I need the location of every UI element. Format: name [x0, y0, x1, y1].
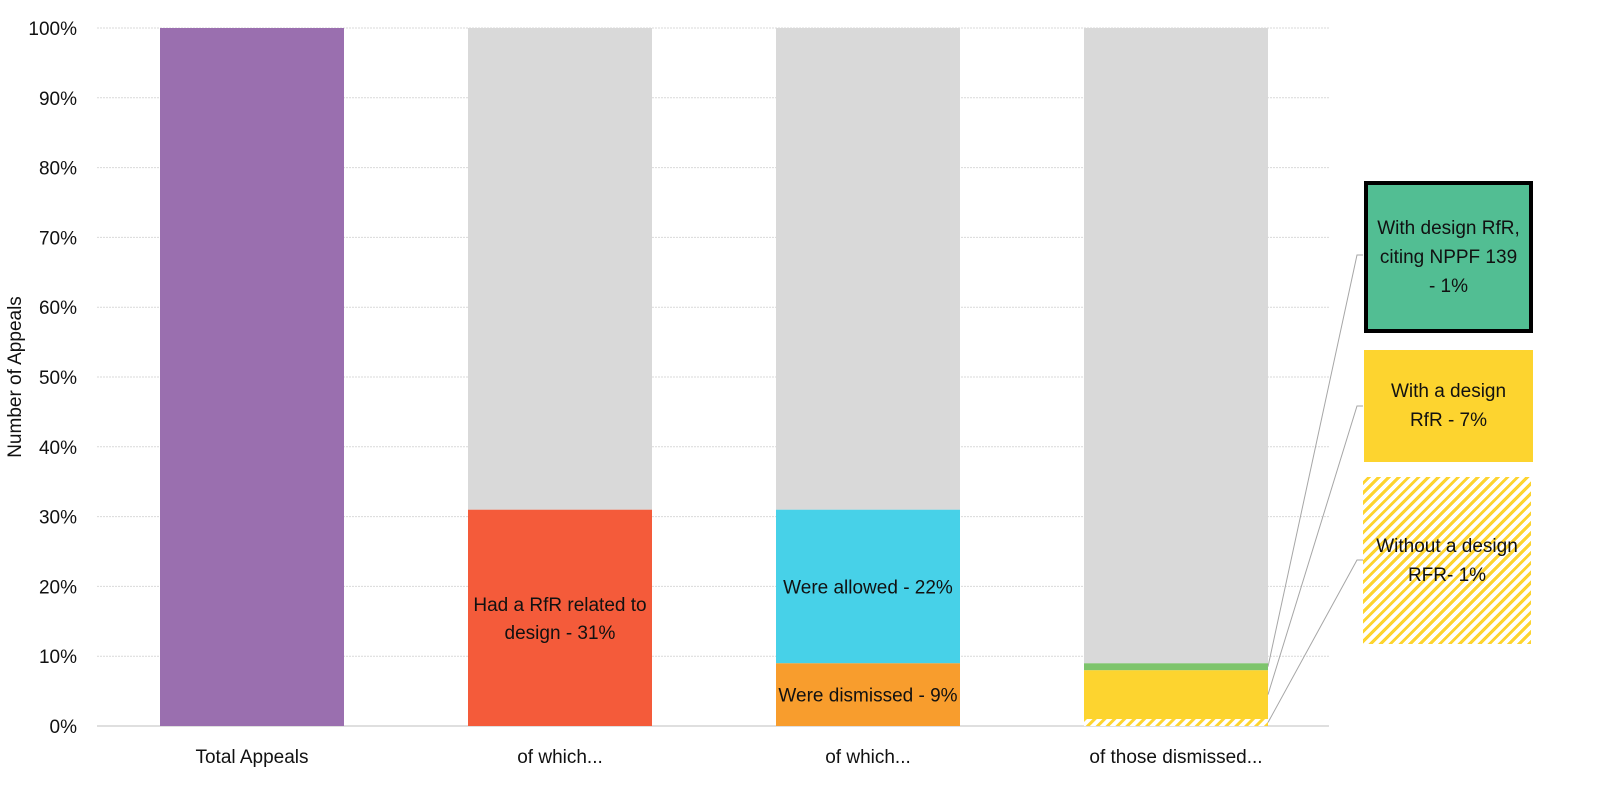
segment-label: Had a RfR related to design - 31% [473, 595, 646, 644]
y-tick-label: 60% [39, 298, 77, 319]
segment-label: Were allowed - 22% [783, 577, 953, 598]
callout-leader-lines [1267, 254, 1363, 723]
x-category-label: of which... [825, 747, 911, 768]
callout-design-rfr-nppf139: With design RfR, citing NPPF 139 - 1% [1364, 181, 1533, 333]
callout-text: Without a design RFR- 1% [1376, 535, 1518, 586]
bar-segment [776, 28, 960, 510]
segment-label: Were dismissed - 9% [778, 686, 957, 707]
x-category-label: of which... [517, 747, 603, 768]
x-axis-categories: Total Appeals of which... of which... of th… [195, 747, 1262, 768]
y-tick-label: 90% [39, 89, 77, 110]
y-tick-label: 20% [39, 577, 77, 598]
callout-text: With a design RfR - 7% [1390, 381, 1507, 431]
bar-segment [1084, 670, 1268, 720]
bar-segment [468, 28, 652, 510]
y-tick-label: 0% [50, 717, 78, 738]
callout-leader-line [1267, 405, 1363, 695]
y-axis-label: Number of Appeals [5, 296, 26, 458]
bar-segment [1084, 663, 1268, 671]
bar-segment [468, 509, 652, 726]
bar-segment [1084, 719, 1268, 726]
y-tick-label: 100% [28, 19, 77, 40]
y-tick-label: 80% [39, 159, 77, 180]
bars [160, 28, 1268, 726]
y-axis-ticks: 0% 10% 20% 30% 40% 50% 60% 70% 80% 90% 100% [28, 19, 77, 738]
bar-segment [1084, 28, 1268, 664]
callout-without-design-rfr: Without a design RFR- 1% [1363, 477, 1531, 644]
bar-segment [160, 28, 344, 726]
callout-leader-line [1267, 559, 1363, 723]
callout-leader-line [1267, 254, 1363, 667]
y-tick-label: 70% [39, 228, 77, 249]
y-tick-label: 40% [39, 438, 77, 459]
callout-design-rfr: With a design RfR - 7% [1364, 350, 1533, 462]
y-tick-label: 10% [39, 647, 77, 668]
y-tick-label: 50% [39, 368, 77, 389]
x-category-label: of those dismissed... [1089, 747, 1262, 768]
segment-labels: Had a RfR related to design - 31% Were dis… [473, 577, 957, 706]
callout-text: With design RfR, citing NPPF 139 - 1% [1377, 217, 1520, 297]
x-category-label: Total Appeals [195, 747, 308, 768]
bar-segment [776, 663, 960, 726]
y-tick-label: 30% [39, 508, 77, 529]
bar-segment [776, 509, 960, 664]
